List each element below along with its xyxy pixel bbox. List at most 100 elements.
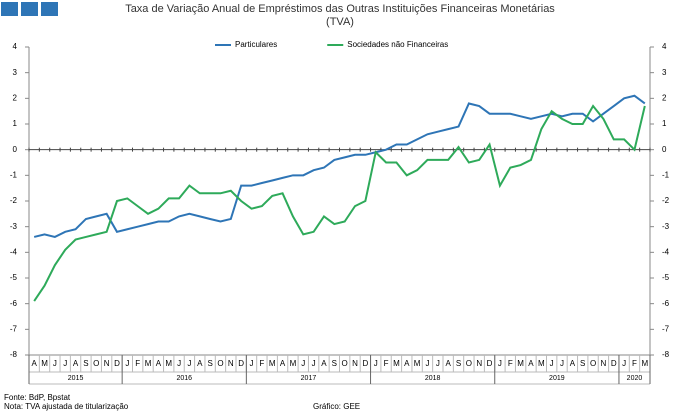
x-tick-label: J — [63, 359, 67, 368]
y-tick-label: -6 — [10, 299, 18, 308]
x-tick-label: M — [641, 359, 648, 368]
y-tick-label: -7 — [10, 324, 18, 333]
y-tick-label: -5 — [10, 273, 18, 282]
x-tick-label: O — [590, 359, 596, 368]
legend-label: Particulares — [235, 40, 277, 49]
x-tick-label: O — [466, 359, 472, 368]
logo-square — [41, 2, 58, 16]
x-tick-label: J — [425, 359, 429, 368]
x-tick-label: A — [32, 359, 38, 368]
x-tick-label: N — [601, 359, 607, 368]
x-tick-label: D — [114, 359, 120, 368]
x-tick-label: F — [508, 359, 513, 368]
x-tick-label: J — [177, 359, 181, 368]
x-tick-label: M — [165, 359, 172, 368]
y-tick-label: -8 — [10, 350, 18, 359]
x-tick-label: J — [312, 359, 316, 368]
x-tick-label: M — [269, 359, 276, 368]
y2-tick-label: -1 — [662, 170, 670, 179]
x-tick-label: M — [290, 359, 297, 368]
y2-tick-label: -2 — [662, 196, 670, 205]
year-label: 2019 — [549, 375, 565, 382]
x-tick-label: A — [528, 359, 534, 368]
x-tick-label: N — [352, 359, 358, 368]
x-tick-label: A — [156, 359, 162, 368]
x-tick-label: F — [135, 359, 140, 368]
year-label: 2018 — [425, 375, 441, 382]
x-tick-label: A — [404, 359, 410, 368]
x-tick-label: F — [384, 359, 389, 368]
y-tick-label: 1 — [13, 119, 18, 128]
y-tick-label: 4 — [13, 42, 18, 51]
x-tick-label: A — [446, 359, 452, 368]
x-tick-label: J — [622, 359, 626, 368]
x-tick-label: D — [611, 359, 617, 368]
x-tick-label: O — [217, 359, 223, 368]
x-tick-label: O — [93, 359, 99, 368]
y2-tick-label: -5 — [662, 273, 670, 282]
x-tick-label: J — [550, 359, 554, 368]
x-tick-label: J — [301, 359, 305, 368]
year-label: 2016 — [176, 375, 192, 382]
y2-tick-label: -3 — [662, 222, 670, 231]
x-tick-label: J — [53, 359, 57, 368]
year-label: 2017 — [301, 375, 317, 382]
x-tick-label: N — [104, 359, 110, 368]
x-tick-label: S — [207, 359, 212, 368]
y-tick-label: 0 — [13, 145, 18, 154]
x-tick-label: S — [456, 359, 461, 368]
x-tick-label: J — [125, 359, 129, 368]
x-tick-label: M — [538, 359, 545, 368]
x-tick-label: D — [238, 359, 244, 368]
credit: Gráfico: GEE — [313, 402, 360, 411]
x-tick-label: M — [145, 359, 152, 368]
x-tick-label: M — [517, 359, 524, 368]
y-tick-label: -1 — [10, 170, 18, 179]
y-tick-label: -2 — [10, 196, 18, 205]
x-tick-label: F — [259, 359, 264, 368]
x-tick-label: J — [250, 359, 254, 368]
x-tick-label: J — [560, 359, 564, 368]
x-tick-label: M — [414, 359, 421, 368]
x-tick-label: J — [498, 359, 502, 368]
y2-tick-label: 4 — [662, 42, 667, 51]
x-tick-label: A — [570, 359, 576, 368]
y-tick-label: -3 — [10, 222, 18, 231]
y2-tick-label: -8 — [662, 350, 670, 359]
x-tick-label: A — [321, 359, 327, 368]
x-tick-label: J — [436, 359, 440, 368]
y-tick-label: 2 — [13, 93, 18, 102]
x-tick-label: S — [83, 359, 88, 368]
x-tick-label: N — [476, 359, 482, 368]
chart-title: Taxa de Variação Anual de Empréstimos da… — [125, 3, 555, 15]
year-label: 2015 — [68, 375, 84, 382]
x-tick-label: A — [280, 359, 286, 368]
x-tick-label: M — [393, 359, 400, 368]
y2-tick-label: 1 — [662, 119, 667, 128]
source-note: Fonte: BdP, Bpstat — [4, 393, 71, 402]
logo-square — [21, 2, 38, 16]
x-tick-label: A — [73, 359, 79, 368]
y2-tick-label: 2 — [662, 93, 667, 102]
y-tick-label: -4 — [10, 247, 18, 256]
y2-tick-label: 3 — [662, 68, 667, 77]
y2-tick-label: -7 — [662, 324, 670, 333]
y2-tick-label: -4 — [662, 247, 670, 256]
year-label: 2020 — [627, 375, 643, 382]
x-tick-label: D — [487, 359, 493, 368]
x-tick-label: A — [197, 359, 203, 368]
series-line — [33, 94, 646, 238]
chart-subtitle: (TVA) — [326, 16, 354, 28]
x-tick-label: S — [580, 359, 585, 368]
source-note: Nota: TVA ajustada de titularização — [4, 402, 129, 411]
x-tick-label: D — [362, 359, 368, 368]
series-line — [33, 104, 646, 302]
y2-tick-label: 0 — [662, 145, 667, 154]
y-tick-label: 3 — [13, 68, 18, 77]
x-tick-label: M — [41, 359, 48, 368]
x-tick-label: S — [332, 359, 337, 368]
x-tick-label: N — [228, 359, 234, 368]
x-tick-label: J — [374, 359, 378, 368]
x-tick-label: F — [632, 359, 637, 368]
